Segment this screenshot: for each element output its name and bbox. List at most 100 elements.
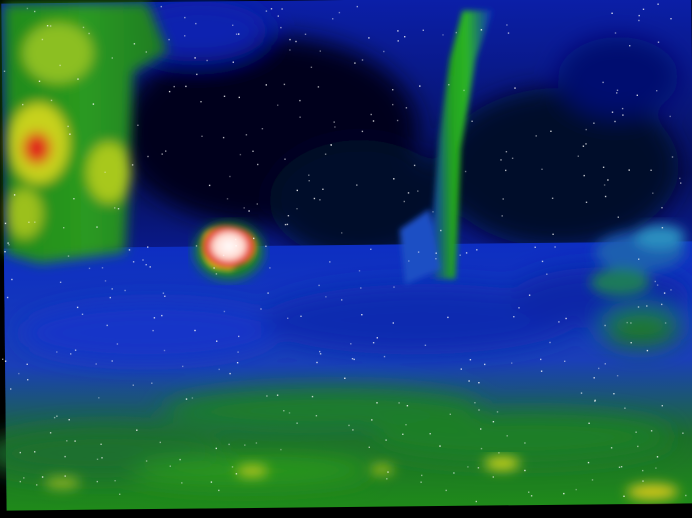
noise-speck xyxy=(383,50,385,53)
noise-speck xyxy=(223,310,226,313)
noise-speck xyxy=(455,31,457,34)
noise-speck xyxy=(308,174,310,176)
noise-speck xyxy=(161,314,163,317)
noise-speck xyxy=(269,267,271,269)
noise-speck xyxy=(511,157,514,159)
noise-speck xyxy=(417,190,419,192)
noise-speck xyxy=(661,227,664,229)
noise-speck xyxy=(551,197,554,199)
noise-speck xyxy=(385,439,387,441)
noise-speck xyxy=(245,134,248,136)
noise-speck xyxy=(283,410,285,412)
noise-speck xyxy=(492,476,494,478)
noise-speck xyxy=(392,89,394,91)
noise-speck xyxy=(646,305,648,307)
noise-speck xyxy=(502,198,504,200)
noise-speck xyxy=(163,349,166,352)
noise-speck xyxy=(81,313,84,315)
noise-speck xyxy=(540,358,542,361)
noise-speck xyxy=(296,189,298,192)
noise-speck xyxy=(38,80,41,82)
noise-speck xyxy=(104,280,107,282)
noise-speck xyxy=(356,184,358,186)
noise-speck xyxy=(465,252,468,254)
noise-speck xyxy=(564,360,566,362)
noise-speck xyxy=(332,18,334,20)
noise-speck xyxy=(528,294,531,296)
noise-speck xyxy=(237,351,239,353)
noise-speck xyxy=(7,242,9,244)
noise-speck xyxy=(593,122,595,124)
noise-speck xyxy=(637,445,639,448)
noise-speck xyxy=(500,159,502,161)
noise-speck xyxy=(162,292,165,294)
noise-speck xyxy=(235,245,237,247)
noise-speck xyxy=(299,116,301,118)
noise-speck xyxy=(153,317,156,319)
noise-speck xyxy=(424,344,427,346)
noise-speck xyxy=(4,360,7,362)
noise-speck xyxy=(56,415,58,417)
noise-speck xyxy=(682,432,684,434)
noise-speck xyxy=(392,322,394,324)
noise-speck xyxy=(541,260,544,263)
noise-speck xyxy=(477,467,480,469)
noise-speck xyxy=(663,292,666,294)
noise-speck xyxy=(360,287,362,289)
noise-speck xyxy=(41,38,44,41)
noise-speck xyxy=(116,343,119,345)
noise-speck xyxy=(19,480,21,483)
noise-speck xyxy=(164,295,166,297)
noise-speck xyxy=(405,107,408,109)
noise-speck xyxy=(642,8,645,10)
noise-speck xyxy=(664,322,667,324)
noise-speck xyxy=(92,103,95,105)
noise-speck xyxy=(26,7,29,10)
noise-speck xyxy=(393,286,395,288)
noise-speck xyxy=(480,428,482,430)
noise-speck xyxy=(329,261,331,263)
noise-speck xyxy=(184,16,186,19)
noise-speck xyxy=(173,85,175,88)
noise-speck xyxy=(358,270,361,272)
noise-speck xyxy=(630,342,632,344)
noise-speck xyxy=(289,49,291,51)
noise-speck xyxy=(313,197,316,200)
noise-speck xyxy=(514,87,516,89)
noise-speck xyxy=(593,377,595,379)
noise-speck xyxy=(361,314,363,316)
noise-speck xyxy=(295,40,297,43)
noise-speck xyxy=(22,103,24,106)
noise-speck xyxy=(64,455,66,458)
noise-speck xyxy=(218,368,220,371)
noise-speck xyxy=(235,33,238,35)
noise-speck xyxy=(77,78,79,80)
noise-speck xyxy=(229,372,231,375)
noise-speck xyxy=(196,73,198,76)
noise-speck xyxy=(276,394,279,396)
noise-speck xyxy=(235,473,238,475)
noise-speck xyxy=(397,40,399,42)
noise-speck xyxy=(614,120,616,123)
noise-speck xyxy=(300,315,302,317)
noise-speck xyxy=(319,353,322,355)
noise-speck xyxy=(215,447,217,450)
noise-speck xyxy=(552,233,554,235)
noise-speck xyxy=(432,211,434,213)
noise-speck xyxy=(96,226,98,228)
noise-speck xyxy=(185,398,188,400)
noise-speck xyxy=(341,299,343,301)
noise-speck xyxy=(617,216,619,218)
noise-speck xyxy=(232,61,234,63)
noise-speck xyxy=(341,232,343,234)
noise-speck xyxy=(642,480,644,482)
noise-speck xyxy=(114,207,116,209)
noise-speck xyxy=(642,469,644,472)
noise-speck xyxy=(368,446,370,448)
noise-speck xyxy=(550,130,552,132)
noise-speck xyxy=(41,476,44,478)
noise-speck xyxy=(397,30,399,32)
noise-speck xyxy=(468,380,470,382)
noise-speck xyxy=(235,238,237,241)
noise-speck xyxy=(324,153,327,155)
